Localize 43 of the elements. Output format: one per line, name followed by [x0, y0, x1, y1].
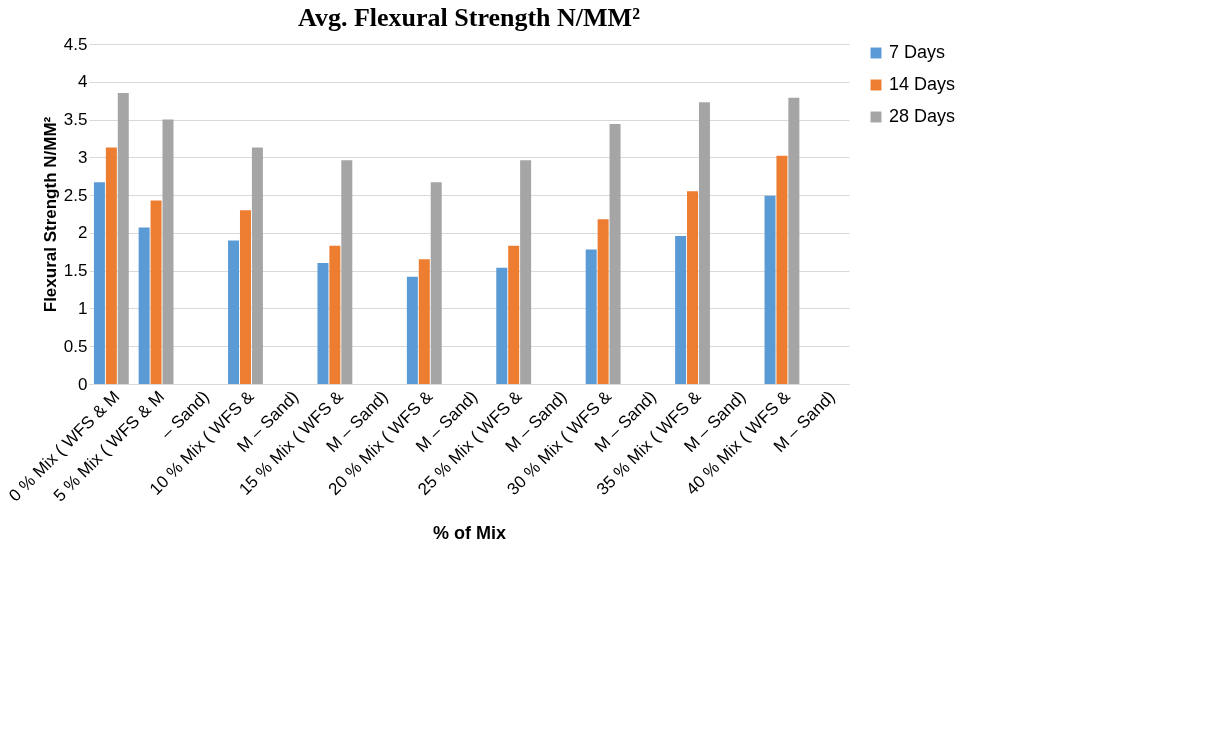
bar: [687, 191, 699, 384]
bar: [341, 160, 353, 384]
bar: [251, 147, 263, 384]
y-tick-label: 1: [78, 298, 88, 318]
chart-title: Avg. Flexural Strength N/MM²: [298, 3, 641, 32]
bar: [228, 240, 240, 384]
y-tick-label: 1.5: [63, 261, 88, 281]
bar: [138, 227, 150, 384]
y-tick-label: 3: [78, 147, 88, 167]
bar: [609, 124, 621, 384]
y-tick-label: 4.5: [63, 34, 88, 54]
bar: [162, 119, 174, 384]
y-tick-label: 4: [78, 72, 88, 92]
y-tick-label: 0: [78, 374, 88, 394]
y-tick-label: 2: [78, 223, 88, 243]
bar: [105, 147, 117, 384]
bar: [508, 245, 520, 384]
bar: [117, 93, 129, 384]
bar: [150, 200, 162, 384]
bar: [788, 97, 800, 384]
bar: [317, 263, 329, 384]
bar: [496, 267, 508, 384]
bar: [776, 155, 788, 384]
bar: [520, 160, 532, 384]
legend-label: 14 Days: [889, 74, 956, 94]
bar: [329, 245, 341, 384]
y-tick-label: 0.5: [63, 336, 88, 356]
bar: [764, 195, 776, 384]
legend-label: 7 Days: [889, 42, 946, 62]
bar: [597, 219, 609, 384]
bar: [406, 276, 418, 384]
y-tick-label: 2.5: [63, 185, 88, 205]
bar: [418, 259, 430, 384]
bar: [93, 182, 105, 384]
y-tick-label: 3.5: [63, 110, 88, 130]
bar: [585, 249, 597, 384]
bar: [675, 235, 687, 384]
bar: [430, 182, 442, 384]
bar: [698, 102, 710, 384]
legend-label: 28 Days: [889, 106, 956, 126]
x-axis-title: % of Mix: [432, 522, 507, 543]
bar: [239, 210, 251, 384]
y-axis-title: Flexural Strength N/MM²: [40, 116, 60, 313]
